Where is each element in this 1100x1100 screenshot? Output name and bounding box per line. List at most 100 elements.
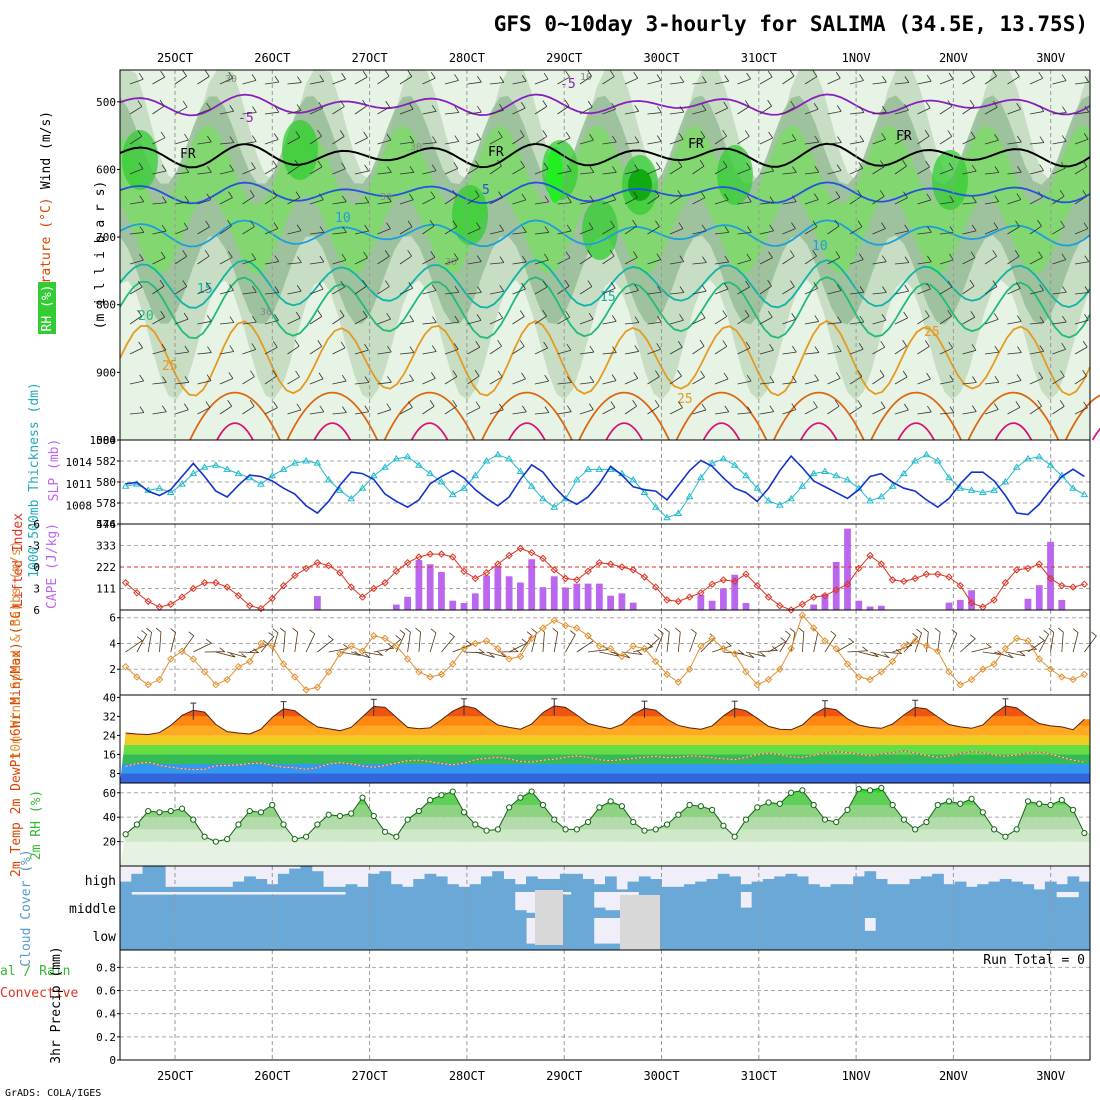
lifted-marker — [1080, 580, 1089, 588]
cloud-bar — [751, 918, 764, 950]
rh2m-marker — [269, 801, 276, 809]
upper-wind-barb — [152, 405, 167, 415]
cloud-bar — [210, 886, 223, 892]
cloud-bar — [300, 866, 313, 892]
temp2m-line — [125, 705, 1085, 735]
upper-wind-barb — [557, 405, 572, 415]
cloud-bar — [447, 884, 459, 892]
wind10m-marker — [934, 647, 942, 655]
cloud-level-label: middle — [69, 902, 116, 917]
wind10m-marker — [471, 639, 479, 648]
upper-wind-barb — [287, 370, 300, 385]
upper-wind-barb — [984, 403, 999, 415]
cloud-bar — [571, 918, 583, 950]
upper-wind-barb — [917, 372, 931, 385]
precip-axis-label: 3hr Precip (mm) — [49, 946, 64, 1063]
upper-wind-barb — [737, 100, 750, 115]
isotherm-label: -5 — [560, 77, 576, 92]
cloud-bar — [323, 918, 335, 950]
rh-band — [120, 829, 1090, 842]
lifted-marker — [482, 569, 491, 577]
cloud-bar — [277, 873, 290, 892]
slp-axis-label: SLP (mb) — [47, 439, 62, 502]
upper-wind-barb — [647, 343, 662, 355]
upper-wind-barb — [647, 106, 662, 115]
lifted-marker — [584, 567, 592, 576]
cloud-bar — [717, 873, 730, 892]
cloud-bar — [999, 879, 1012, 892]
upper-wind-barb — [669, 75, 685, 85]
wind10m-barb — [351, 651, 371, 659]
upper-wind-barb — [1074, 160, 1088, 175]
upper-wind-barb — [669, 369, 682, 385]
upper-wind-barb — [714, 101, 729, 115]
cloud-bar — [886, 892, 899, 918]
upper-wind-barb — [152, 251, 166, 265]
isotherm-25 — [119, 320, 1091, 397]
upper-wind-barb — [692, 370, 705, 385]
wind10m-barb — [531, 628, 537, 653]
wind10m-marker — [505, 655, 513, 663]
wind10m-marker — [449, 660, 457, 668]
cloud-bar — [605, 943, 617, 950]
upper-wind-barb — [467, 75, 482, 85]
upper-wind-barb — [489, 224, 504, 235]
wind10m-marker — [144, 680, 152, 689]
lifted-marker — [121, 579, 130, 587]
temp2m-tick: 8 — [109, 767, 116, 780]
upper-wind-barb — [197, 249, 210, 265]
cloud-bar — [368, 918, 380, 950]
upper-wind-barb — [872, 76, 887, 85]
upper-wind-barb — [309, 75, 325, 85]
lifted-marker — [347, 583, 355, 591]
upper-wind-barb — [219, 400, 232, 415]
upper-wind-barb — [579, 345, 595, 355]
cape-bar — [392, 604, 400, 610]
upper-wind-barb — [467, 314, 482, 325]
cloud-bar — [616, 889, 629, 892]
thickness-marker — [166, 488, 175, 495]
upper-wind-barb — [849, 106, 865, 115]
wind10m-marker — [652, 657, 660, 666]
upper-wind-barb — [399, 315, 415, 325]
upper-wind-barb — [399, 281, 414, 295]
cloud-bar — [932, 873, 944, 892]
cloud-bar — [593, 884, 606, 892]
upper-wind-barb — [962, 164, 977, 175]
precip-tick: 0.6 — [96, 985, 116, 998]
upper-wind-barb — [197, 166, 212, 175]
isotherm-20 — [119, 276, 1091, 340]
cloud-bar — [356, 892, 369, 918]
upper-wind-barb — [309, 129, 322, 145]
upper-wind-barb — [1007, 374, 1022, 385]
upper-wind-barb — [467, 401, 481, 415]
upper-wind-barb — [804, 70, 818, 85]
lifted-marker — [911, 574, 919, 583]
cloud-bar — [492, 918, 504, 950]
cloud-bar — [932, 892, 944, 918]
rh2m-marker — [460, 809, 468, 816]
wind10m-marker — [155, 675, 164, 684]
upper-wind-barb — [534, 253, 549, 265]
rh-contour-label: 30 — [445, 257, 457, 268]
upper-wind-barb — [782, 376, 797, 385]
thickness-tick: 578 — [96, 497, 116, 510]
upper-wind-barb — [894, 284, 910, 295]
lifted-marker — [640, 573, 649, 581]
thickness-marker — [403, 452, 412, 460]
rh2m-marker — [539, 801, 547, 809]
upper-wind-barb — [242, 315, 257, 325]
lifted-marker — [809, 593, 818, 601]
upper-wind-barb — [377, 100, 391, 115]
wind10m-barb — [576, 636, 595, 653]
cloud-bar — [1044, 881, 1057, 892]
lifted-marker — [1012, 566, 1021, 574]
upper-wind-barb — [174, 250, 188, 265]
isotherm-30 — [383, 391, 476, 441]
wind10m-marker — [708, 634, 716, 643]
cloud-bar — [582, 918, 595, 950]
wind10m-marker — [268, 642, 276, 650]
lifted-marker — [776, 601, 784, 610]
upper-wind-barb — [534, 374, 550, 385]
upper-wind-barb — [152, 131, 166, 145]
